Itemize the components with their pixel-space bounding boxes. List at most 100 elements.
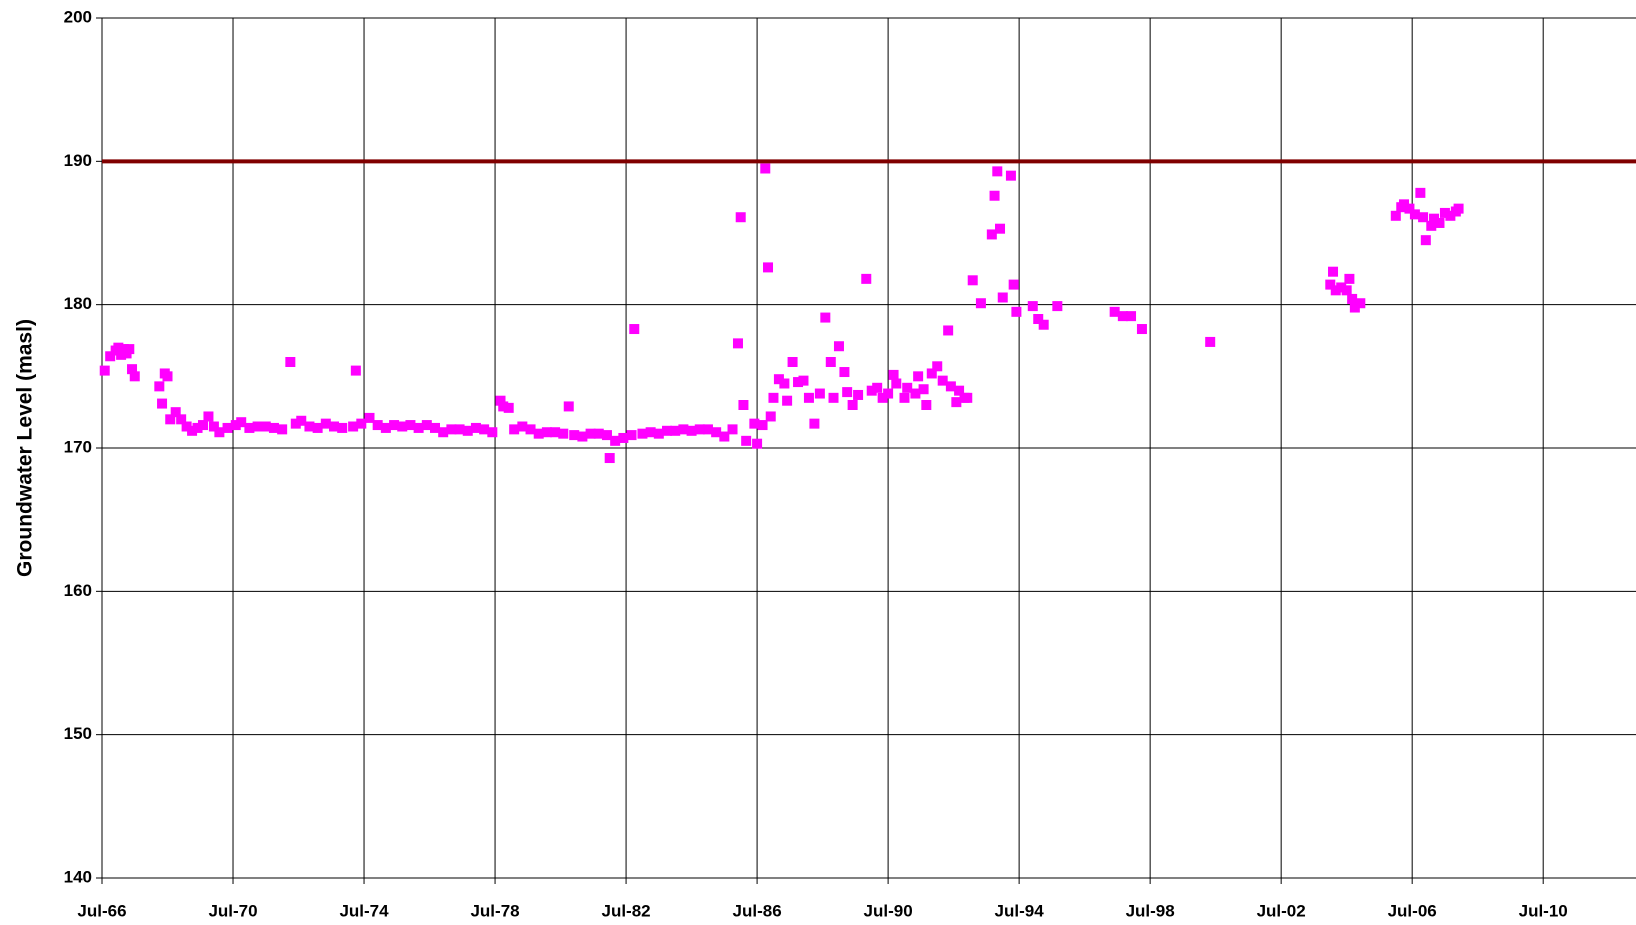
- data-point: [997, 292, 1008, 303]
- data-point: [1439, 207, 1450, 218]
- data-point: [214, 427, 225, 438]
- data-point: [438, 427, 449, 438]
- data-point: [995, 223, 1006, 234]
- data-point: [350, 365, 361, 376]
- data-point: [372, 420, 383, 431]
- data-point: [833, 341, 844, 352]
- data-point: [989, 190, 1000, 201]
- data-point: [495, 395, 506, 406]
- data-point: [525, 424, 536, 435]
- data-point: [498, 401, 509, 412]
- data-point: [170, 407, 181, 418]
- data-point: [1126, 311, 1137, 322]
- y-tick-label: 140: [64, 867, 92, 886]
- data-point: [285, 357, 296, 367]
- data-point: [268, 422, 279, 433]
- data-point: [839, 367, 850, 378]
- data-point: [735, 212, 746, 223]
- data-point: [670, 425, 681, 436]
- data-point: [967, 275, 978, 286]
- data-point: [446, 424, 457, 435]
- data-point: [304, 421, 315, 432]
- data-point: [637, 428, 648, 439]
- data-point: [913, 371, 924, 382]
- data-point: [945, 381, 956, 392]
- y-tick-label: 160: [64, 581, 92, 600]
- data-point: [312, 422, 323, 433]
- data-point: [550, 427, 561, 438]
- data-point: [891, 378, 902, 389]
- data-point: [1434, 217, 1445, 228]
- data-point: [244, 422, 255, 433]
- data-point: [1005, 170, 1016, 181]
- data-point: [601, 430, 612, 441]
- data-point: [645, 427, 656, 438]
- data-point: [741, 435, 752, 446]
- data-point: [902, 382, 913, 393]
- data-point: [752, 438, 763, 449]
- x-tick-label: Jul-94: [995, 901, 1045, 920]
- data-point: [593, 428, 604, 439]
- data-point: [1038, 319, 1049, 330]
- data-point: [943, 325, 954, 336]
- data-point: [861, 273, 872, 284]
- data-point: [711, 427, 722, 438]
- x-tick-label: Jul-74: [339, 901, 389, 920]
- data-point: [937, 375, 948, 386]
- y-tick-label: 150: [64, 724, 92, 743]
- x-tick-label: Jul-86: [733, 901, 782, 920]
- data-point: [329, 421, 340, 432]
- data-point: [825, 357, 836, 367]
- data-point: [932, 361, 943, 372]
- data-point: [975, 298, 986, 309]
- data-point: [1404, 203, 1415, 214]
- data-point: [1328, 266, 1339, 277]
- data-point: [888, 369, 899, 380]
- data-point: [192, 422, 203, 433]
- y-tick-label: 180: [64, 294, 92, 313]
- data-point: [165, 414, 176, 425]
- data-point: [1418, 212, 1429, 223]
- x-tick-label: Jul-66: [77, 901, 126, 920]
- data-point: [208, 421, 219, 432]
- data-point: [1420, 235, 1431, 246]
- data-point: [176, 414, 187, 425]
- data-point: [1033, 314, 1044, 324]
- data-point: [162, 371, 173, 382]
- data-point: [1117, 311, 1128, 322]
- data-point: [577, 431, 588, 442]
- data-point: [1136, 324, 1147, 335]
- data-point: [1344, 273, 1355, 284]
- data-point: [421, 420, 432, 431]
- x-tick-label: Jul-98: [1126, 901, 1175, 920]
- data-point: [430, 422, 441, 433]
- data-point: [1398, 199, 1409, 210]
- data-point: [686, 425, 697, 436]
- data-point: [364, 412, 375, 423]
- data-point: [157, 398, 168, 409]
- data-point: [738, 400, 749, 410]
- data-point: [1453, 203, 1464, 214]
- data-point: [154, 381, 165, 392]
- x-tick-label: Jul-82: [602, 901, 651, 920]
- data-point: [809, 418, 820, 429]
- data-point: [487, 427, 498, 438]
- y-tick-label: 170: [64, 437, 92, 456]
- data-point: [853, 389, 864, 400]
- data-point: [1325, 279, 1336, 290]
- x-tick-label: Jul-70: [208, 901, 257, 920]
- data-point: [1409, 209, 1420, 220]
- data-point: [803, 392, 814, 403]
- data-point: [604, 453, 615, 464]
- data-point: [787, 357, 798, 367]
- data-point: [828, 392, 839, 403]
- data-point: [768, 392, 779, 403]
- data-point: [348, 421, 359, 432]
- data-point: [1415, 187, 1426, 198]
- data-point: [99, 365, 110, 376]
- data-point: [732, 338, 743, 349]
- data-point: [1027, 301, 1038, 312]
- y-tick-label: 190: [64, 151, 92, 170]
- data-point: [320, 418, 331, 429]
- data-point: [405, 420, 416, 431]
